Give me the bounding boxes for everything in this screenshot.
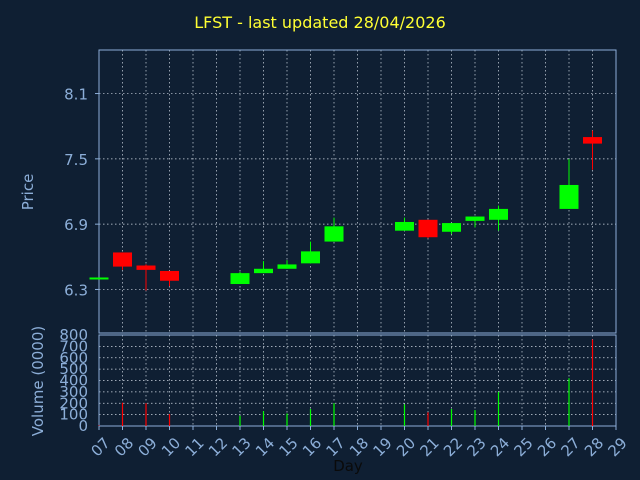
volume-bar	[239, 415, 241, 426]
volume-tick-label: 500	[59, 360, 88, 378]
candle-body	[160, 270, 179, 281]
candle-body	[113, 252, 132, 267]
price-axis-label: Price	[19, 173, 37, 211]
candle-body	[277, 264, 297, 269]
volume-bar	[262, 411, 265, 426]
candle-body	[230, 273, 250, 285]
candle-body	[89, 277, 109, 280]
candle-body	[465, 216, 485, 221]
price-panel-border	[98, 49, 617, 334]
volume-bar	[98, 425, 100, 426]
volume-bar	[474, 410, 476, 426]
volume-tick-label: 800	[59, 326, 88, 344]
volume-bar	[497, 391, 500, 426]
volume-tick-label: 100	[59, 406, 88, 424]
candle-body	[254, 268, 273, 274]
price-tick-label: 8.1	[64, 86, 88, 104]
volume-bar	[145, 403, 147, 426]
volume-bar	[450, 408, 453, 426]
candle-body	[559, 184, 579, 209]
candle-body	[583, 137, 602, 144]
volume-tick-label: 400	[59, 372, 88, 390]
price-tick-label: 7.5	[64, 151, 88, 169]
candle-body	[418, 219, 438, 238]
volume-bar	[309, 408, 312, 426]
candle-body	[395, 221, 414, 231]
volume-bar	[286, 413, 288, 426]
x-axis-label: Day	[333, 457, 363, 475]
price-tick-label: 6.3	[64, 281, 88, 299]
candle-body	[489, 208, 508, 220]
volume-bar	[121, 402, 124, 426]
candle-body	[301, 251, 320, 264]
volume-tick-label: 600	[59, 349, 88, 367]
volume-bar	[591, 339, 594, 426]
volume-bar	[568, 378, 570, 426]
chart-title: LFST - last updated 28/04/2026	[194, 13, 446, 32]
volume-bar	[403, 404, 406, 426]
price-tick-label: 6.9	[64, 216, 88, 234]
volume-tick-label: 0	[78, 417, 88, 435]
volume-bar	[333, 403, 335, 426]
candle-body	[442, 223, 461, 232]
volume-tick-label: 700	[59, 337, 88, 355]
candle-body	[324, 226, 344, 242]
volume-bar	[168, 414, 171, 426]
volume-tick-label: 300	[59, 383, 88, 401]
volume-bar	[427, 412, 429, 426]
volume-tick-label: 200	[59, 394, 88, 412]
volume-axis-label: Volume (0000)	[29, 325, 47, 437]
candle-body	[136, 265, 156, 270]
